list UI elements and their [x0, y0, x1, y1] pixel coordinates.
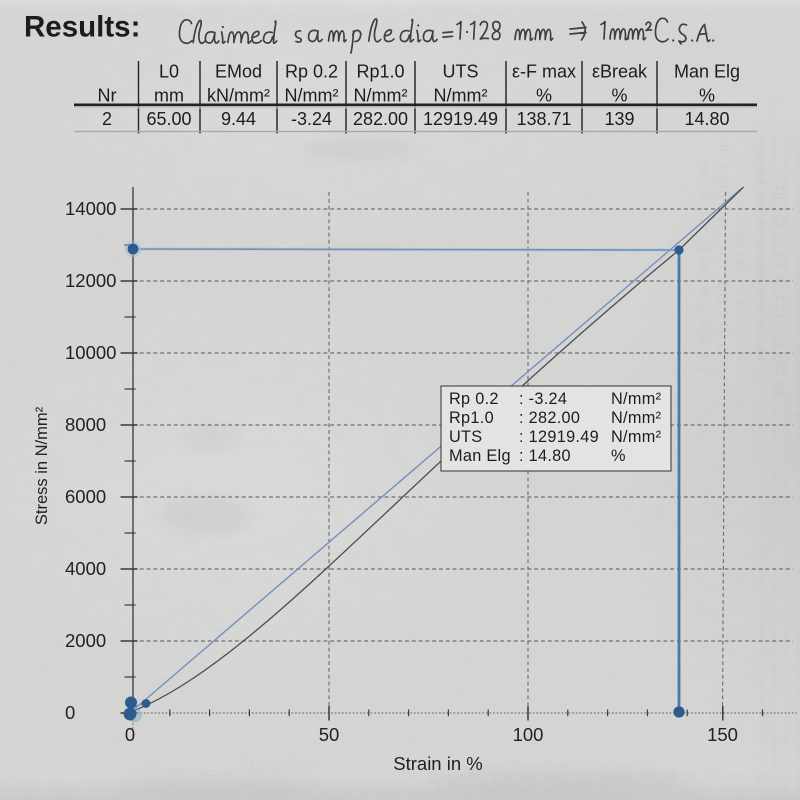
svg-text:%: %: [611, 447, 626, 465]
svg-text:2s1 e00 9 t2 8e 003 21 s9 e1 0: 2s1 e00 9 t2 8e 003 21 s9 e1 00 2e 31 t8…: [430, 771, 800, 783]
svg-text:0: 0: [125, 724, 135, 745]
svg-text:138.71: 138.71: [516, 109, 571, 129]
svg-text:N/mm²: N/mm²: [611, 390, 662, 408]
svg-text:4000: 4000: [65, 558, 106, 579]
svg-text:50: 50: [319, 724, 340, 745]
svg-text:UTS: UTS: [449, 428, 482, 446]
svg-text:kN/mm²: kN/mm²: [207, 86, 270, 106]
svg-text:10000: 10000: [65, 342, 116, 363]
svg-text:0S2 230 1 eb2 9 t51 003 2 98.2: 0S2 230 1 eb2 9 t51 003 2 98.2: [716, 145, 728, 351]
svg-text:e9 1 s82 00 2t 13 9e0 02 s1 8e: e9 1 s82 00 2t 13 9e0 02 s1 8e 20 03 t92…: [140, 786, 561, 798]
svg-text:L0: L0: [159, 62, 179, 82]
svg-text:EMod: EMod: [215, 62, 262, 82]
svg-text:Nr: Nr: [98, 86, 117, 106]
svg-text:N/mm²: N/mm²: [434, 86, 488, 106]
svg-text:14000: 14000: [65, 198, 116, 219]
svg-text:12000: 12000: [65, 270, 116, 291]
svg-text:10 9s2 00 e1 82 21 t00 3 e92 0: 10 9s2 00 e1 82 21 t00 3 e92 01: [773, 185, 785, 397]
svg-text:Rp1.0: Rp1.0: [356, 62, 404, 82]
svg-text:N/mm²: N/mm²: [611, 428, 662, 446]
svg-text:N/mm²: N/mm²: [285, 86, 339, 106]
svg-text:139: 139: [604, 109, 634, 129]
svg-text:mm: mm: [154, 86, 184, 106]
svg-text:Rp 0.2: Rp 0.2: [449, 390, 499, 408]
svg-text:14.80: 14.80: [684, 109, 729, 129]
svg-text:εBreak: εBreak: [592, 62, 648, 82]
svg-text:0: 0: [65, 702, 75, 723]
svg-text:12919.49: 12919.49: [423, 109, 498, 129]
svg-text:ε-F max: ε-F max: [512, 62, 576, 82]
svg-text:N/mm²: N/mm²: [611, 409, 662, 427]
svg-text:31 e0 s2 92: 31 e0 s2 92: [240, 757, 322, 769]
svg-text:: -3.24: : -3.24: [519, 390, 567, 408]
svg-text:: 282.00: : 282.00: [519, 409, 580, 427]
svg-text:Rp1.0: Rp1.0: [449, 409, 494, 427]
svg-text:150: 150: [707, 724, 738, 745]
svg-text:: 14.80: : 14.80: [519, 447, 571, 465]
svg-text:%: %: [611, 86, 627, 106]
svg-text:21 500 t32 00 18 p1 992 0 23 1: 21 500 t32 00 18 p1 992 0 23 1: [735, 205, 747, 410]
svg-text:N/mm²: N/mm²: [354, 86, 408, 106]
svg-text:Man Elg: Man Elg: [449, 447, 511, 465]
svg-text:-3.24: -3.24: [291, 109, 332, 129]
svg-text:Stress in N/mm²: Stress in N/mm²: [33, 406, 51, 525]
svg-text:381 00 3S2 11 ap2 8E1 0032 1.1: 381 00 3S2 11 ap2 8E1 0032 1.1: [697, 160, 709, 373]
svg-text:100: 100: [513, 724, 544, 745]
svg-text:Man Elg: Man Elg: [674, 62, 740, 82]
svg-text:UTS: UTS: [443, 62, 479, 82]
svg-text:282.00: 282.00: [353, 109, 408, 129]
svg-text:6000: 6000: [65, 486, 106, 507]
svg-text:%: %: [536, 86, 552, 106]
svg-text:2: 2: [102, 109, 112, 129]
svg-text:9.44: 9.44: [221, 109, 256, 129]
svg-text:Rp 0.2: Rp 0.2: [285, 62, 338, 82]
svg-text:65.00: 65.00: [146, 109, 191, 129]
svg-text:2000: 2000: [65, 630, 106, 651]
svg-text:Results:: Results:: [24, 11, 140, 44]
svg-text:: 12919.49: : 12919.49: [519, 428, 599, 446]
svg-text:9e 03 s21 30 92 e02 8 5t 102 e: 9e 03 s21 30 92 e02 8 5t 102 e9: [754, 150, 766, 362]
svg-text:8000: 8000: [65, 414, 106, 435]
svg-text:2 0e1 93 00 s8 12 e00 92 3: 2 0e1 93 00 s8 12 e00 92 3: [792, 260, 800, 439]
svg-text:Strain in %: Strain in %: [393, 753, 482, 774]
svg-text:%: %: [699, 86, 715, 106]
